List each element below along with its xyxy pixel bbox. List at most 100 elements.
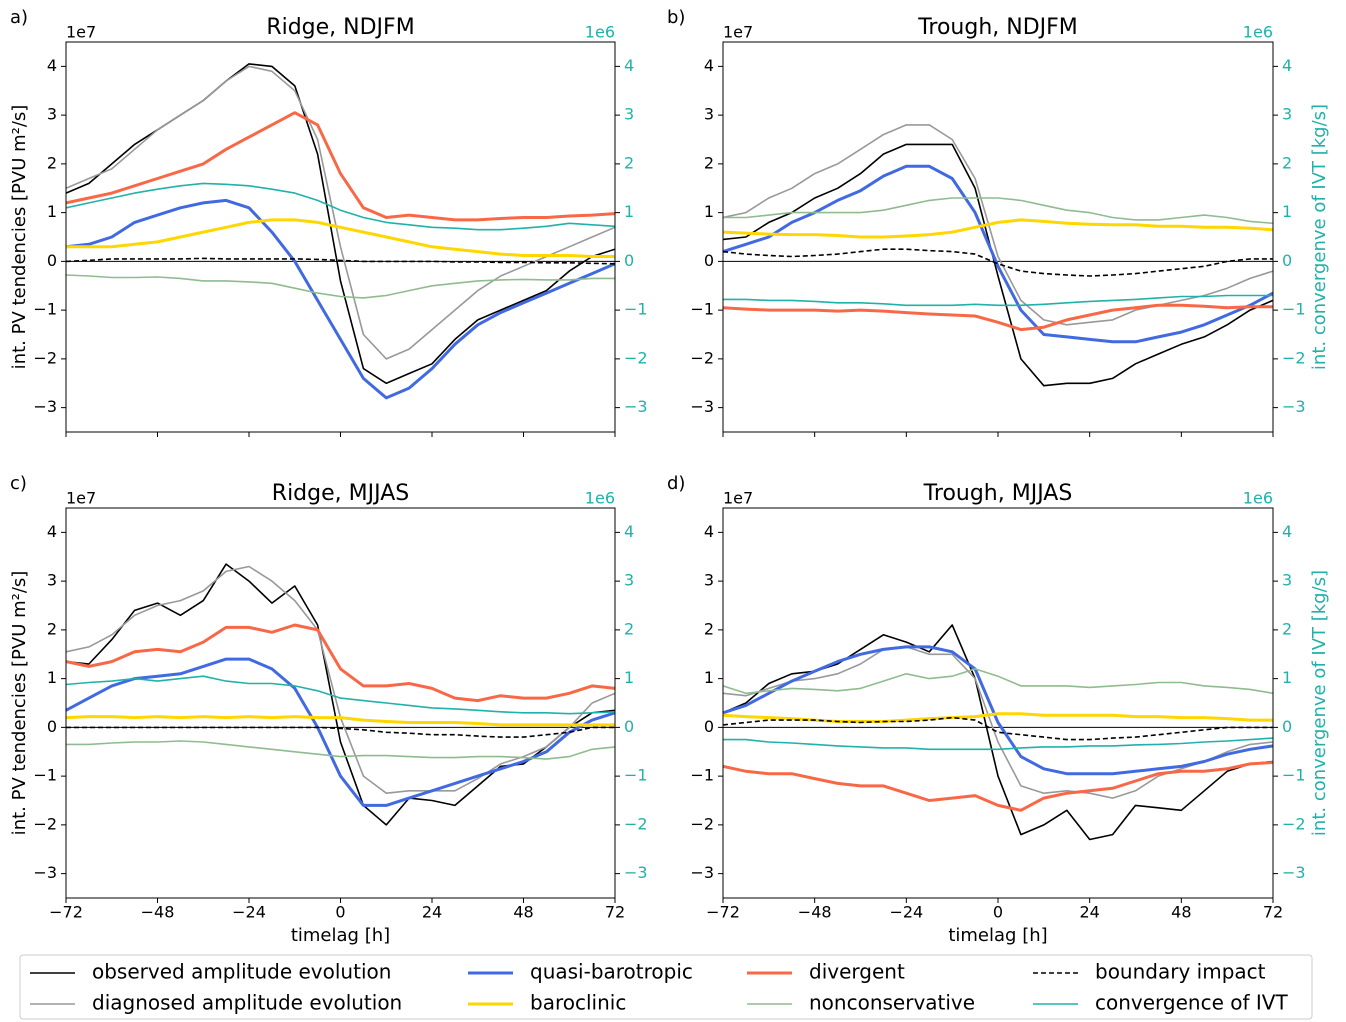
y-tick-label: 4 (704, 56, 714, 75)
series-line (723, 248, 1273, 277)
x-tick-label: −72 (706, 903, 740, 922)
y2-tick-label: −3 (624, 863, 648, 882)
legend-box (19, 954, 1313, 1020)
chart-title: Ridge, MJJAS (272, 481, 409, 506)
y-tick-label: 3 (47, 571, 57, 590)
y2-tick-label: −2 (1282, 814, 1306, 833)
x-tick-label: −24 (889, 903, 923, 922)
series-line (66, 740, 615, 760)
series-line (723, 124, 1273, 326)
x-tick-label: 72 (605, 903, 625, 922)
series-line (66, 726, 615, 738)
y2-offset-label: 1e6 (1243, 489, 1273, 508)
y2-tick-label: 0 (1282, 251, 1292, 270)
x-tick-label: 72 (1263, 903, 1283, 922)
series-line (723, 624, 1273, 841)
x-tick-label: 0 (993, 903, 1003, 922)
series-line (723, 303, 1273, 332)
y-axis-label: int. PV tendencies [PVU m²/s] (9, 105, 30, 370)
y2-tick-label: −3 (624, 397, 648, 416)
legend-label: baroclinic (530, 991, 626, 1015)
series-line (66, 65, 615, 360)
x-tick-label: 24 (422, 903, 442, 922)
y2-tick-label: −1 (624, 766, 648, 785)
y2-tick-label: 0 (624, 251, 634, 270)
series-line (66, 623, 615, 703)
y2-tick-label: 4 (624, 522, 634, 541)
offset-label: 1e7 (66, 489, 96, 508)
x-tick-label: 48 (513, 903, 533, 922)
y2-tick-label: 0 (1282, 717, 1292, 736)
y2-offset-label: 1e6 (585, 23, 615, 42)
y-tick-label: 1 (47, 202, 57, 221)
y-tick-label: 1 (704, 202, 714, 221)
y2-tick-label: 2 (624, 619, 634, 638)
series-line (723, 143, 1273, 387)
y2-tick-label: −2 (624, 348, 648, 367)
x-tick-label: 24 (1079, 903, 1099, 922)
x-tick-label: −48 (141, 903, 175, 922)
series-line (723, 761, 1273, 812)
x-tick-label: 0 (335, 903, 345, 922)
series-line (723, 645, 1273, 776)
y-tick-label: 0 (47, 717, 57, 736)
y2-tick-label: 3 (1282, 105, 1292, 124)
y-tick-label: 3 (704, 105, 714, 124)
y2-tick-label: −3 (1282, 397, 1306, 416)
y-tick-label: 0 (47, 251, 57, 270)
y2-tick-label: 1 (1282, 668, 1292, 687)
legend-label: divergent (809, 960, 905, 984)
y-tick-label: 0 (704, 251, 714, 270)
offset-label: 1e7 (66, 23, 96, 42)
legend-label: nonconservative (809, 991, 975, 1015)
y-axis-label: int. PV tendencies [PVU m²/s] (9, 571, 30, 836)
y-tick-label: 4 (47, 522, 57, 541)
x-tick-label: −24 (232, 903, 266, 922)
y2-tick-label: 3 (624, 571, 634, 590)
plot-frame (722, 41, 1274, 433)
panel-label: b) (667, 7, 685, 28)
series-line (723, 737, 1273, 751)
series-line (66, 675, 615, 715)
y2-tick-label: 1 (624, 202, 634, 221)
y-tick-label: 2 (704, 153, 714, 172)
y2-axis-label: int. convergenve of IVT [kg/s] (1309, 570, 1330, 836)
y-tick-label: 4 (704, 522, 714, 541)
y-tick-label: −1 (33, 300, 57, 319)
series-line (66, 657, 615, 807)
y-tick-label: 2 (704, 619, 714, 638)
y-tick-label: −3 (33, 397, 57, 416)
y-tick-label: 0 (704, 717, 714, 736)
legend-label: boundary impact (1095, 960, 1266, 984)
plot-frame (65, 41, 616, 433)
offset-label: 1e7 (723, 489, 753, 508)
panel-label: c) (10, 473, 27, 494)
series-line (66, 715, 615, 727)
y2-tick-label: 2 (1282, 619, 1292, 638)
y2-offset-label: 1e6 (585, 489, 615, 508)
legend-label: observed amplitude evolution (92, 960, 391, 984)
y2-offset-label: 1e6 (1243, 23, 1273, 42)
y2-tick-label: −3 (1282, 863, 1306, 882)
y-tick-label: −1 (690, 300, 714, 319)
x-tick-label: 48 (1171, 903, 1191, 922)
series-line (723, 646, 1273, 799)
series-line (66, 111, 615, 222)
panel-label: d) (667, 473, 685, 494)
y2-axis-label: int. convergenve of IVT [kg/s] (1309, 104, 1330, 370)
series-line (66, 182, 615, 231)
y2-tick-label: 2 (624, 153, 634, 172)
y2-tick-label: 4 (1282, 56, 1292, 75)
y-tick-label: −1 (33, 766, 57, 785)
series-line (723, 668, 1273, 695)
chart-title: Trough, MJJAS (923, 481, 1073, 506)
series-line (66, 63, 615, 385)
series-line (723, 197, 1273, 225)
legend-label: diagnosed amplitude evolution (92, 991, 402, 1015)
series-line (723, 218, 1273, 239)
y2-tick-label: −1 (1282, 300, 1306, 319)
y-tick-label: −2 (690, 348, 714, 367)
y2-tick-label: 4 (624, 56, 634, 75)
y2-tick-label: −1 (624, 300, 648, 319)
y-tick-label: −2 (33, 814, 57, 833)
